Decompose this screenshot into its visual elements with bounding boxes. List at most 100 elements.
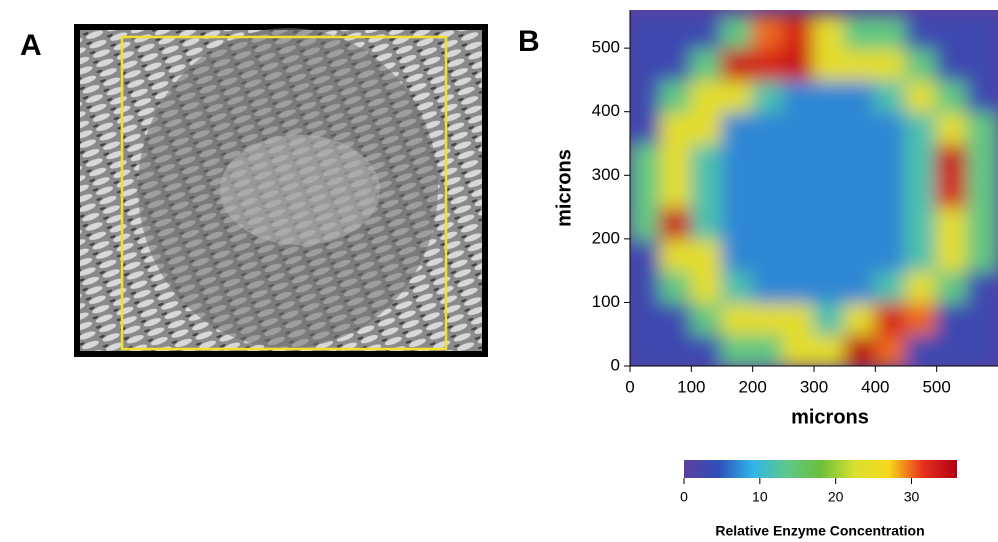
heat-cell bbox=[690, 15, 723, 50]
heat-cell bbox=[721, 174, 754, 209]
heat-cell bbox=[843, 301, 877, 336]
heat-cell bbox=[874, 110, 907, 145]
heat-cell bbox=[905, 333, 938, 366]
y-tick-label: 100 bbox=[592, 292, 620, 311]
heat-cell bbox=[659, 142, 693, 177]
heat-cell bbox=[782, 269, 815, 304]
heatmap bbox=[630, 15, 998, 366]
heat-cell bbox=[966, 237, 998, 272]
heat-cell bbox=[813, 301, 846, 336]
heat-cell bbox=[721, 47, 754, 81]
heat-cell bbox=[905, 174, 938, 209]
heat-cell bbox=[935, 333, 969, 366]
x-tick-label: 100 bbox=[677, 377, 705, 396]
heat-cell bbox=[751, 142, 785, 177]
heat-cell bbox=[935, 142, 969, 177]
heat-cell bbox=[966, 47, 998, 81]
heat-cell bbox=[751, 110, 785, 145]
heat-cell bbox=[966, 174, 998, 209]
heat-cell bbox=[874, 206, 907, 240]
heat-cell bbox=[721, 301, 754, 336]
heat-cell bbox=[659, 333, 693, 366]
heat-cell bbox=[751, 174, 785, 209]
heat-cell bbox=[843, 78, 877, 113]
x-tick-label: 200 bbox=[738, 377, 766, 396]
heat-cell bbox=[690, 269, 723, 304]
heat-cell bbox=[813, 15, 846, 50]
heat-cell bbox=[905, 206, 938, 240]
heat-cell bbox=[905, 110, 938, 145]
heat-cell bbox=[813, 237, 846, 272]
heat-cell bbox=[721, 142, 754, 177]
panel-label: A bbox=[20, 29, 42, 62]
heat-cell bbox=[782, 78, 815, 113]
heat-cell bbox=[905, 237, 938, 272]
heat-cell bbox=[659, 269, 693, 304]
heat-cell bbox=[966, 269, 998, 304]
heat-cell bbox=[966, 301, 998, 336]
heat-cell bbox=[935, 110, 969, 145]
y-axis-title: microns bbox=[553, 149, 575, 227]
heat-cell bbox=[630, 269, 662, 304]
heat-cell bbox=[966, 110, 998, 145]
x-tick-label: 500 bbox=[922, 377, 950, 396]
heat-cell bbox=[935, 301, 969, 336]
heat-cell bbox=[813, 47, 846, 81]
heat-cell bbox=[935, 174, 969, 209]
heat-cell bbox=[905, 78, 938, 113]
heat-cell bbox=[659, 174, 693, 209]
heat-cell bbox=[966, 333, 998, 366]
micrograph bbox=[74, 24, 488, 357]
heat-cell bbox=[630, 47, 662, 81]
heat-cell bbox=[905, 15, 938, 50]
heat-cell bbox=[751, 78, 785, 113]
heat-cell bbox=[843, 142, 877, 177]
heat-cell bbox=[782, 15, 815, 50]
heat-cell bbox=[690, 78, 723, 113]
heat-cell bbox=[813, 78, 846, 113]
heat-cell bbox=[966, 15, 998, 50]
colorbar-tick-label: 20 bbox=[828, 489, 844, 505]
heat-cell bbox=[874, 237, 907, 272]
heatmap-cells bbox=[630, 15, 998, 366]
heat-cell bbox=[630, 78, 662, 113]
heat-cell bbox=[813, 333, 846, 366]
heat-cell bbox=[874, 142, 907, 177]
x-tick-label: 0 bbox=[625, 377, 634, 396]
heat-cell bbox=[751, 269, 785, 304]
selection-box bbox=[120, 35, 448, 351]
y-tick-label: 500 bbox=[592, 38, 620, 57]
heat-cell bbox=[690, 174, 723, 209]
x-tick-label: 300 bbox=[800, 377, 828, 396]
heat-cell bbox=[782, 206, 815, 240]
heat-cell bbox=[690, 237, 723, 272]
y-tick-label: 0 bbox=[611, 355, 620, 374]
heat-cell bbox=[905, 47, 938, 81]
colorbar-tick-label: 30 bbox=[904, 489, 920, 505]
y-tick-label: 400 bbox=[592, 101, 620, 120]
colorbar-title: Relative Enzyme Concentration bbox=[715, 523, 924, 539]
heat-cell bbox=[843, 333, 877, 366]
heat-cell bbox=[630, 174, 662, 209]
heat-cell bbox=[782, 237, 815, 272]
heat-cell bbox=[659, 237, 693, 272]
heat-cell bbox=[659, 47, 693, 81]
heat-cell bbox=[843, 110, 877, 145]
heat-cell bbox=[905, 269, 938, 304]
heat-cell bbox=[630, 333, 662, 366]
heat-cell bbox=[843, 174, 877, 209]
heat-cell bbox=[874, 78, 907, 113]
x-axis-title: microns bbox=[791, 406, 869, 428]
heat-cell bbox=[935, 47, 969, 81]
x-tick-label: 400 bbox=[861, 377, 889, 396]
heat-cell bbox=[874, 269, 907, 304]
heat-cell bbox=[751, 333, 785, 366]
heat-cell bbox=[874, 47, 907, 81]
heat-cell bbox=[966, 78, 998, 113]
heat-cell bbox=[782, 333, 815, 366]
heat-cell bbox=[813, 110, 846, 145]
heat-cell bbox=[721, 237, 754, 272]
heat-cell bbox=[782, 301, 815, 336]
heat-cell bbox=[966, 206, 998, 240]
